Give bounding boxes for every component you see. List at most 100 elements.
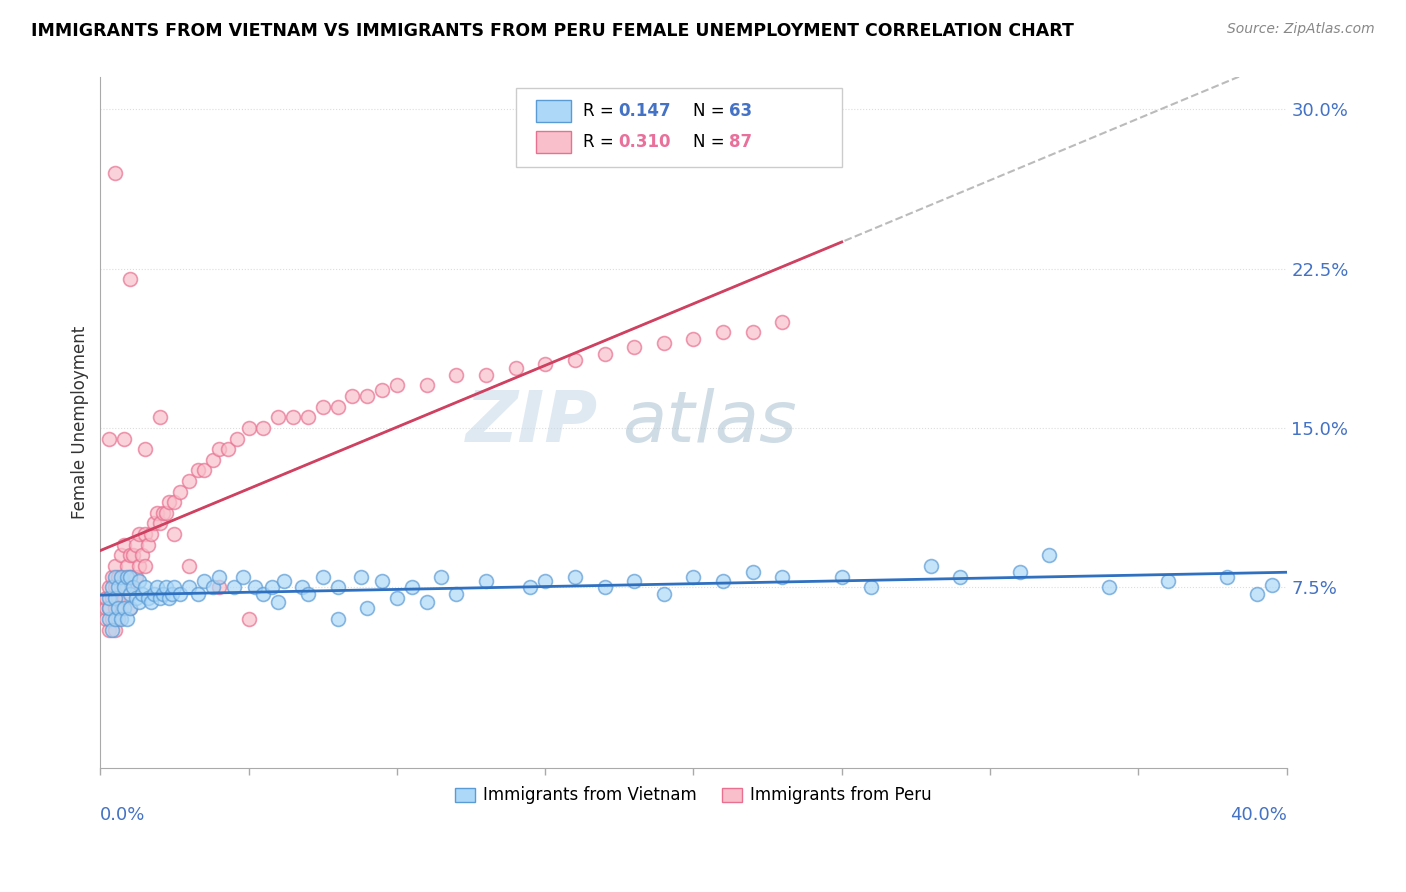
Point	[860, 580, 883, 594]
Point	[202, 580, 225, 594]
Point	[163, 527, 186, 541]
Point	[831, 569, 853, 583]
Point	[222, 580, 245, 594]
Point	[112, 538, 135, 552]
Point	[1038, 549, 1060, 563]
Point	[232, 569, 254, 583]
Point	[118, 549, 141, 563]
Point	[534, 574, 557, 588]
Point	[741, 326, 763, 340]
Point	[312, 400, 335, 414]
Point	[131, 549, 153, 563]
Point	[155, 580, 177, 594]
Point	[163, 580, 186, 594]
Point	[139, 527, 162, 541]
Point	[104, 558, 127, 573]
Point	[104, 601, 127, 615]
Point	[149, 591, 172, 605]
Point	[564, 569, 586, 583]
Point	[122, 580, 145, 594]
Point	[682, 569, 704, 583]
Point	[96, 601, 118, 615]
Point	[155, 506, 177, 520]
Point	[98, 601, 121, 615]
Point	[505, 361, 527, 376]
Point	[122, 549, 145, 563]
Point	[1216, 569, 1239, 583]
Point	[136, 591, 159, 605]
Point	[101, 612, 124, 626]
Point	[128, 527, 150, 541]
Point	[157, 495, 180, 509]
Point	[187, 463, 209, 477]
Point	[169, 586, 191, 600]
Point	[273, 574, 295, 588]
Point	[371, 574, 394, 588]
Point	[652, 335, 675, 350]
Point	[623, 574, 645, 588]
Point	[118, 586, 141, 600]
Bar	[536, 131, 571, 153]
Bar	[536, 100, 571, 122]
Point	[149, 410, 172, 425]
Point	[112, 432, 135, 446]
Point	[1098, 580, 1121, 594]
Point	[157, 591, 180, 605]
Point	[564, 352, 586, 367]
Point	[110, 612, 132, 626]
Point	[107, 580, 129, 594]
Point	[110, 569, 132, 583]
Point	[118, 272, 141, 286]
Point	[134, 442, 156, 456]
Point	[96, 591, 118, 605]
Point	[115, 612, 138, 626]
Point	[291, 580, 314, 594]
Text: N =: N =	[693, 103, 730, 120]
Point	[112, 591, 135, 605]
Point	[125, 591, 148, 605]
Point	[385, 378, 408, 392]
Point	[262, 580, 284, 594]
Point	[169, 484, 191, 499]
Point	[152, 586, 174, 600]
Point	[115, 558, 138, 573]
Point	[104, 591, 127, 605]
Point	[107, 612, 129, 626]
Point	[281, 410, 304, 425]
Point	[134, 580, 156, 594]
Point	[179, 474, 201, 488]
Point	[1246, 586, 1268, 600]
Point	[125, 538, 148, 552]
Y-axis label: Female Unemployment: Female Unemployment	[72, 326, 89, 519]
Point	[107, 569, 129, 583]
Point	[225, 432, 247, 446]
Point	[1261, 578, 1284, 592]
Point	[711, 326, 734, 340]
Point	[312, 569, 335, 583]
Point	[118, 601, 141, 615]
Point	[110, 549, 132, 563]
Text: 63: 63	[730, 103, 752, 120]
Point	[104, 569, 127, 583]
Point	[122, 580, 145, 594]
Point	[163, 495, 186, 509]
Text: atlas: atlas	[623, 388, 797, 457]
Point	[326, 580, 349, 594]
Point	[193, 574, 215, 588]
Point	[297, 410, 319, 425]
Point	[252, 421, 274, 435]
Point	[101, 580, 124, 594]
Point	[193, 463, 215, 477]
Point	[125, 569, 148, 583]
Point	[128, 595, 150, 609]
Point	[770, 315, 793, 329]
Point	[415, 378, 437, 392]
Point	[98, 601, 121, 615]
Point	[131, 586, 153, 600]
Point	[98, 432, 121, 446]
Text: 0.0%: 0.0%	[100, 805, 146, 823]
Point	[115, 580, 138, 594]
Point	[118, 569, 141, 583]
Point	[326, 612, 349, 626]
Point	[415, 595, 437, 609]
